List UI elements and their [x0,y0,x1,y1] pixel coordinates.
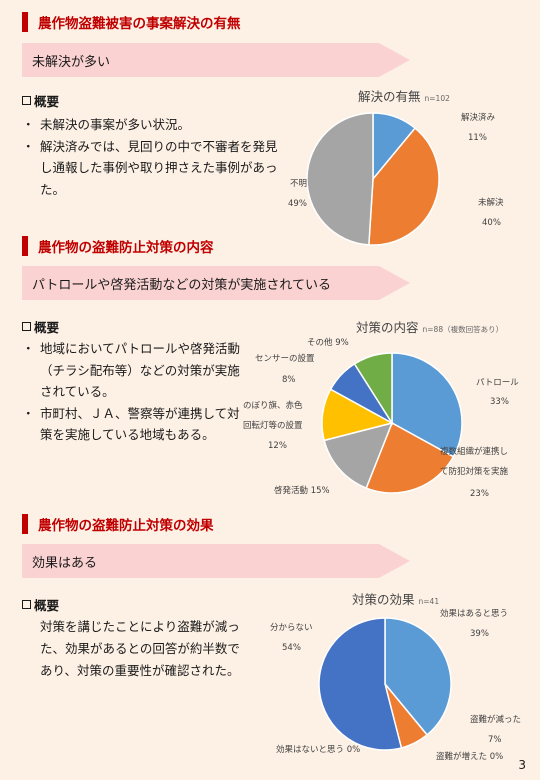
slice-label: て防犯対策を実施 [440,466,509,477]
chart-title-text: 対策の効果 [352,592,415,607]
slice-label: 未解決 [478,197,504,208]
section-title-text: 農作物盗難被害の事案解決の有無 [38,16,241,32]
slice-percent: 0% [490,752,504,762]
pie-slice [368,127,440,246]
overview-list-2: 地域においてパトロールや啓発活動（チラシ配布等）などの対策が実施されている。 市… [22,338,240,446]
slice-label-text: 啓発活動 [274,485,308,496]
slice-label-text: 盗難が増えた [436,751,487,762]
slice-percent: 8% [282,375,296,385]
summary-banner-2: パトロールや啓発活動などの対策が実施されている [22,266,410,300]
slice-label: 啓発活動 15% [274,485,330,496]
slice-label: 回転灯等の設置 [243,420,303,431]
list-item: 解決済みでは、見回りの中で不審者を発見し通報した事例や取り押さえた事例があった。 [22,136,284,201]
pie-slice [365,421,455,494]
summary-banner-1: 未解決が多い [22,43,410,77]
section-marker [22,12,28,32]
slice-label: 不明 [290,179,307,189]
overview-label: 概要 [34,598,60,613]
chart-title-3: 対策の効果 n=41 [352,589,439,608]
summary-banner-3: 効果はある [22,544,410,578]
pie-slice [384,617,452,736]
square-bullet-icon [22,322,31,331]
slice-label: 複数組織が連携し [440,446,508,457]
section-title-text: 農作物の盗難防止対策の効果 [38,518,214,534]
chart-title-1: 解決の有無 n=102 [358,86,450,105]
pie-slice [318,617,403,751]
pie-slice [391,352,463,458]
section-title-text: 農作物の盗難防止対策の内容 [38,240,214,256]
slice-percent: 54% [282,643,301,653]
overview-heading-3: 概要 [22,595,59,614]
slice-label: その他 9% [307,337,349,348]
slice-percent: 12% [268,441,287,451]
overview-heading-2: 概要 [22,317,59,336]
pie-slice [306,112,374,246]
slice-label: センサーの設置 [255,353,315,364]
slice-percent: 23% [470,489,489,499]
overview-heading-1: 概要 [22,91,59,110]
slice-label: 盗難が減った [470,714,521,725]
overview-paragraph-3: 対策を講じたことにより盗難が減った、効果があるとの回答が約半数であり、対策の重要… [40,619,240,678]
overview-list-1: 未解決の事案が多い状況。 解決済みでは、見回りの中で不審者を発見し通報した事例や… [22,114,284,200]
list-item: 市町村、ＪＡ、警察等が連携して対策を実施している地域もある。 [22,403,240,446]
section-marker [22,514,28,534]
chart-title-text: 解決の有無 [358,89,421,104]
slice-label-text: 効果はないと思う [276,744,344,755]
square-bullet-icon [22,600,31,609]
overview-label: 概要 [34,320,60,335]
slice-label-text: その他 [307,337,333,348]
slice-percent: 9% [335,338,349,348]
slice-label: 解決済み [461,112,496,123]
slice-percent: 39% [470,629,489,639]
section-title-3: 農作物の盗難防止対策の効果 [22,514,214,534]
list-item: 未解決の事案が多い状況。 [22,114,284,136]
pie-slice [353,352,393,426]
section-marker [22,236,28,256]
slice-percent: 11% [468,133,487,143]
pie-chart-effect: 効果はあると思う 39% 盗難が減った 7% 盗難が増えた 0% 効果はないと思… [270,608,521,762]
slice-label: のぼり旗、赤色 [243,400,303,411]
slice-label: 効果はあると思う [440,608,508,619]
section-title-1: 農作物盗難被害の事案解決の有無 [22,12,241,32]
pie-slice [323,421,394,490]
slice-label: 効果はないと思う 0% [276,744,360,755]
slice-percent: 40% [482,218,501,228]
slice-label: 分からない [270,623,313,633]
chart-sample-size: n=102 [424,94,450,103]
pie-chart-resolution: 解決済み 11% 未解決 40% 不明 49% [288,112,504,246]
chart-sample-size: n=41 [418,597,440,606]
slice-percent: 33% [490,397,509,407]
chart-sample-size: n=88（複数回答あり） [422,325,504,334]
overview-label: 概要 [34,94,60,109]
slice-label: パトロール [476,378,519,388]
chart-title-text: 対策の内容 [356,320,419,335]
slice-percent: 49% [288,199,307,209]
slice-percent: 7% [488,735,502,745]
square-bullet-icon [22,96,31,105]
pie-chart-measures: パトロール 33% 複数組織が連携し て防犯対策を実施 23% 啓発活動 15%… [243,337,519,499]
list-item: 地域においてパトロールや啓発活動（チラシ配布等）などの対策が実施されている。 [22,338,240,403]
chart-title-2: 対策の内容 n=88（複数回答あり） [356,317,503,336]
slice-label: 盗難が増えた 0% [436,751,503,762]
section-title-2: 農作物の盗難防止対策の内容 [22,236,214,256]
page-number: 3 [518,758,526,772]
slice-percent: 15% [311,486,330,496]
slice-percent: 0% [347,745,361,755]
